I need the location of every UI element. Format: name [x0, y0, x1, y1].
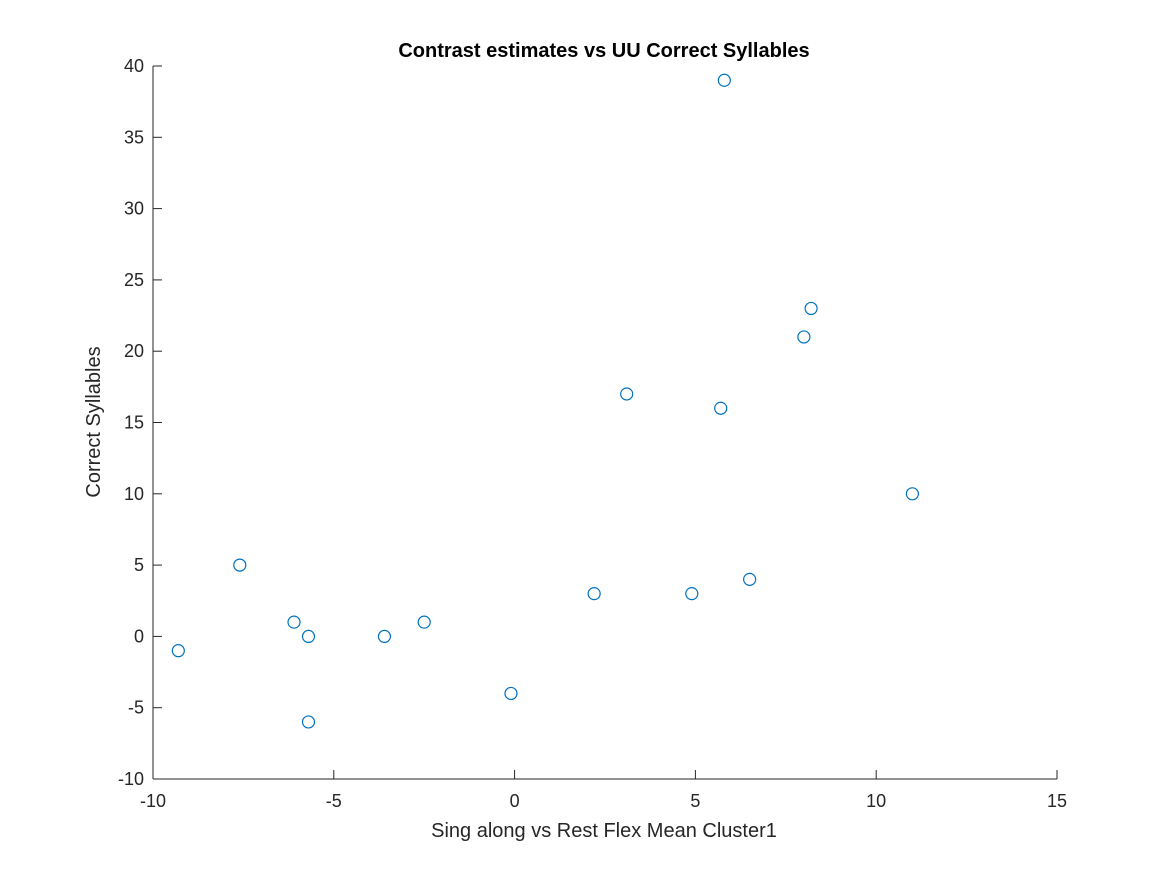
scatter-point: [685, 587, 699, 601]
y-tick-label: 10: [124, 484, 144, 504]
scatter-point: [620, 387, 634, 401]
y-tick-label: -10: [118, 769, 144, 789]
chart-title: Contrast estimates vs UU Correct Syllabl…: [398, 40, 809, 62]
scatter-point: [797, 330, 811, 344]
y-tick-label: 15: [124, 413, 144, 433]
y-tick-label: -5: [128, 698, 144, 718]
scatter-point: [804, 301, 818, 316]
scatter-point: [301, 629, 316, 644]
scatter-point: [301, 715, 316, 729]
scatter-point: [377, 629, 392, 644]
x-tick-label: 5: [690, 791, 700, 811]
y-tick-label: 5: [134, 555, 144, 575]
scatter-point: [743, 572, 757, 586]
x-tick-label: 10: [866, 791, 886, 811]
scatter-point: [714, 401, 728, 415]
x-tick-label: 15: [1047, 791, 1067, 811]
scatter-point: [905, 487, 919, 501]
scatter-point: [587, 587, 601, 601]
y-tick-label: 0: [134, 626, 144, 646]
scatter-point: [504, 686, 518, 701]
data-points: [171, 73, 919, 729]
y-tick-label: 25: [124, 270, 144, 290]
y-axis-label: Correct Syllables: [83, 346, 105, 497]
y-tick-label: 35: [124, 127, 144, 147]
scatter-point: [287, 615, 301, 629]
x-axis-label: Sing along vs Rest Flex Mean Cluster1: [431, 820, 777, 842]
y-tick-label: 40: [124, 56, 144, 76]
x-tick-label: 0: [510, 791, 520, 811]
scatter-point: [417, 615, 431, 629]
y-ticks: -10 -5 0 5 10 15 20 25 30 35 40: [118, 56, 162, 789]
x-ticks: -10 -5 0 5 10 15: [140, 770, 1067, 811]
scatter-point: [717, 73, 731, 87]
x-tick-label: -5: [326, 791, 342, 811]
y-tick-label: 20: [124, 341, 144, 361]
y-tick-label: 30: [124, 199, 144, 219]
scatter-point: [233, 558, 247, 572]
x-tick-label: -10: [140, 791, 166, 811]
axes: [152, 66, 1057, 780]
scatter-point: [171, 644, 185, 658]
